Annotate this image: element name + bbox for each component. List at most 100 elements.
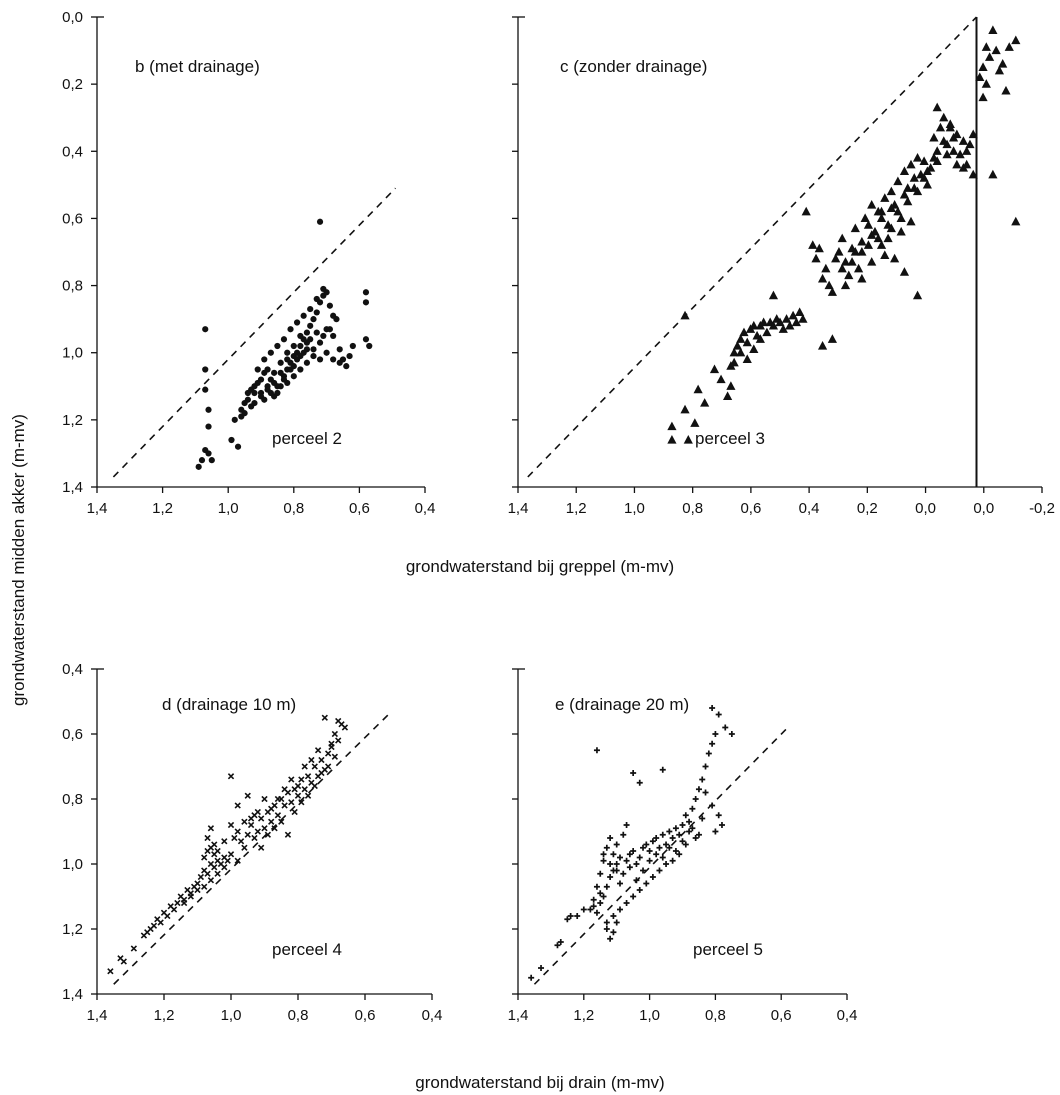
x-tick-label: 0,2 [857, 500, 878, 517]
data-point [899, 166, 910, 176]
data-point [653, 851, 660, 858]
x-tick-label: 0,8 [705, 1007, 726, 1024]
data-point [998, 59, 1008, 68]
data-point [267, 349, 274, 356]
data-point [906, 216, 916, 226]
data-point [616, 854, 623, 861]
data-point [676, 831, 683, 838]
data-point [607, 935, 614, 942]
y-tick-label: 0,4 [62, 661, 83, 678]
panel-annotation-c: perceel 3 [695, 429, 765, 448]
data-point [962, 146, 972, 155]
data-point [939, 112, 949, 122]
data-point [749, 344, 759, 353]
data-point [261, 825, 268, 832]
x-tick-label: 0,6 [349, 500, 370, 517]
data-point [280, 376, 288, 383]
data-point [301, 763, 308, 770]
data-point [821, 263, 831, 273]
data-point [686, 828, 693, 835]
data-point [700, 398, 710, 407]
y-axis-title: grondwaterstand midden akker (m-mv) [9, 414, 28, 706]
data-point [795, 307, 805, 317]
data-point [876, 213, 887, 223]
data-point [234, 828, 241, 835]
data-point [174, 899, 181, 907]
data-point [600, 893, 607, 900]
data-point [633, 861, 640, 867]
data-point [227, 773, 235, 780]
y-tick-label: 0,0 [62, 9, 83, 26]
data-point [600, 851, 607, 858]
data-point [699, 815, 706, 822]
data-point [247, 821, 255, 829]
data-point [679, 822, 686, 828]
x-tick-label: 0,4 [415, 500, 436, 517]
data-point [623, 857, 630, 864]
data-point [120, 958, 127, 965]
data-point [208, 457, 215, 464]
data-point [699, 776, 706, 783]
data-point [311, 782, 318, 790]
data-point [303, 329, 311, 336]
data-point [194, 886, 201, 894]
data-point [254, 808, 261, 816]
data-point [1011, 35, 1021, 45]
data-point [755, 334, 765, 343]
x-tick-label: 0,6 [355, 1007, 376, 1024]
data-point [590, 903, 597, 910]
data-point [324, 763, 332, 770]
data-point [298, 799, 305, 806]
data-point [254, 379, 261, 387]
x-axis-title-bottom: grondwaterstand bij drain (m-mv) [415, 1073, 664, 1092]
data-point [221, 838, 228, 845]
data-point [274, 795, 282, 803]
data-point [909, 173, 919, 182]
data-point [939, 136, 949, 145]
x-tick-label: 1,2 [154, 1007, 175, 1024]
data-point [298, 776, 305, 783]
data-point [316, 339, 324, 346]
data-point [854, 263, 864, 273]
data-point [164, 912, 171, 920]
data-point [234, 443, 242, 450]
data-point [690, 418, 700, 427]
data-point [633, 877, 640, 884]
data-point [244, 831, 251, 838]
data-point [593, 909, 600, 916]
data-point [718, 822, 725, 828]
data-point [254, 828, 261, 835]
data-point [762, 327, 772, 337]
panel-d: 1,4 1,2 1,0 0,8 0,6 0,4 0,4 0,6 0,8 1,0 1,2 1,4 d (d… [62, 661, 442, 1024]
data-point [130, 945, 138, 952]
panel-e: 1,4 1,2 1,0 0,8 0,6 0,4 e (drainage 20 m) perce… [508, 668, 857, 1024]
data-point [277, 359, 284, 366]
data-point [649, 874, 656, 880]
data-point [958, 136, 968, 145]
data-point [922, 179, 932, 189]
data-point [785, 320, 795, 330]
data-point [867, 200, 877, 209]
data-point [281, 802, 288, 809]
data-point [616, 906, 623, 913]
data-point [287, 326, 294, 333]
data-point [366, 342, 373, 350]
panel-label-e: e (drainage 20 m) [555, 695, 689, 714]
data-point [248, 386, 255, 393]
data-point [224, 857, 231, 864]
data-point [201, 883, 208, 890]
data-point [268, 818, 275, 825]
data-point [610, 913, 617, 919]
data-point [587, 906, 594, 913]
data-point [214, 870, 221, 877]
data-point [817, 341, 828, 350]
data-point [643, 841, 650, 848]
data-point [636, 887, 643, 893]
data-point [942, 149, 952, 159]
data-point [284, 356, 291, 363]
data-point [204, 834, 211, 842]
data-point [837, 233, 847, 243]
data-point [656, 844, 663, 851]
data-point [968, 169, 978, 179]
data-point [883, 233, 893, 243]
